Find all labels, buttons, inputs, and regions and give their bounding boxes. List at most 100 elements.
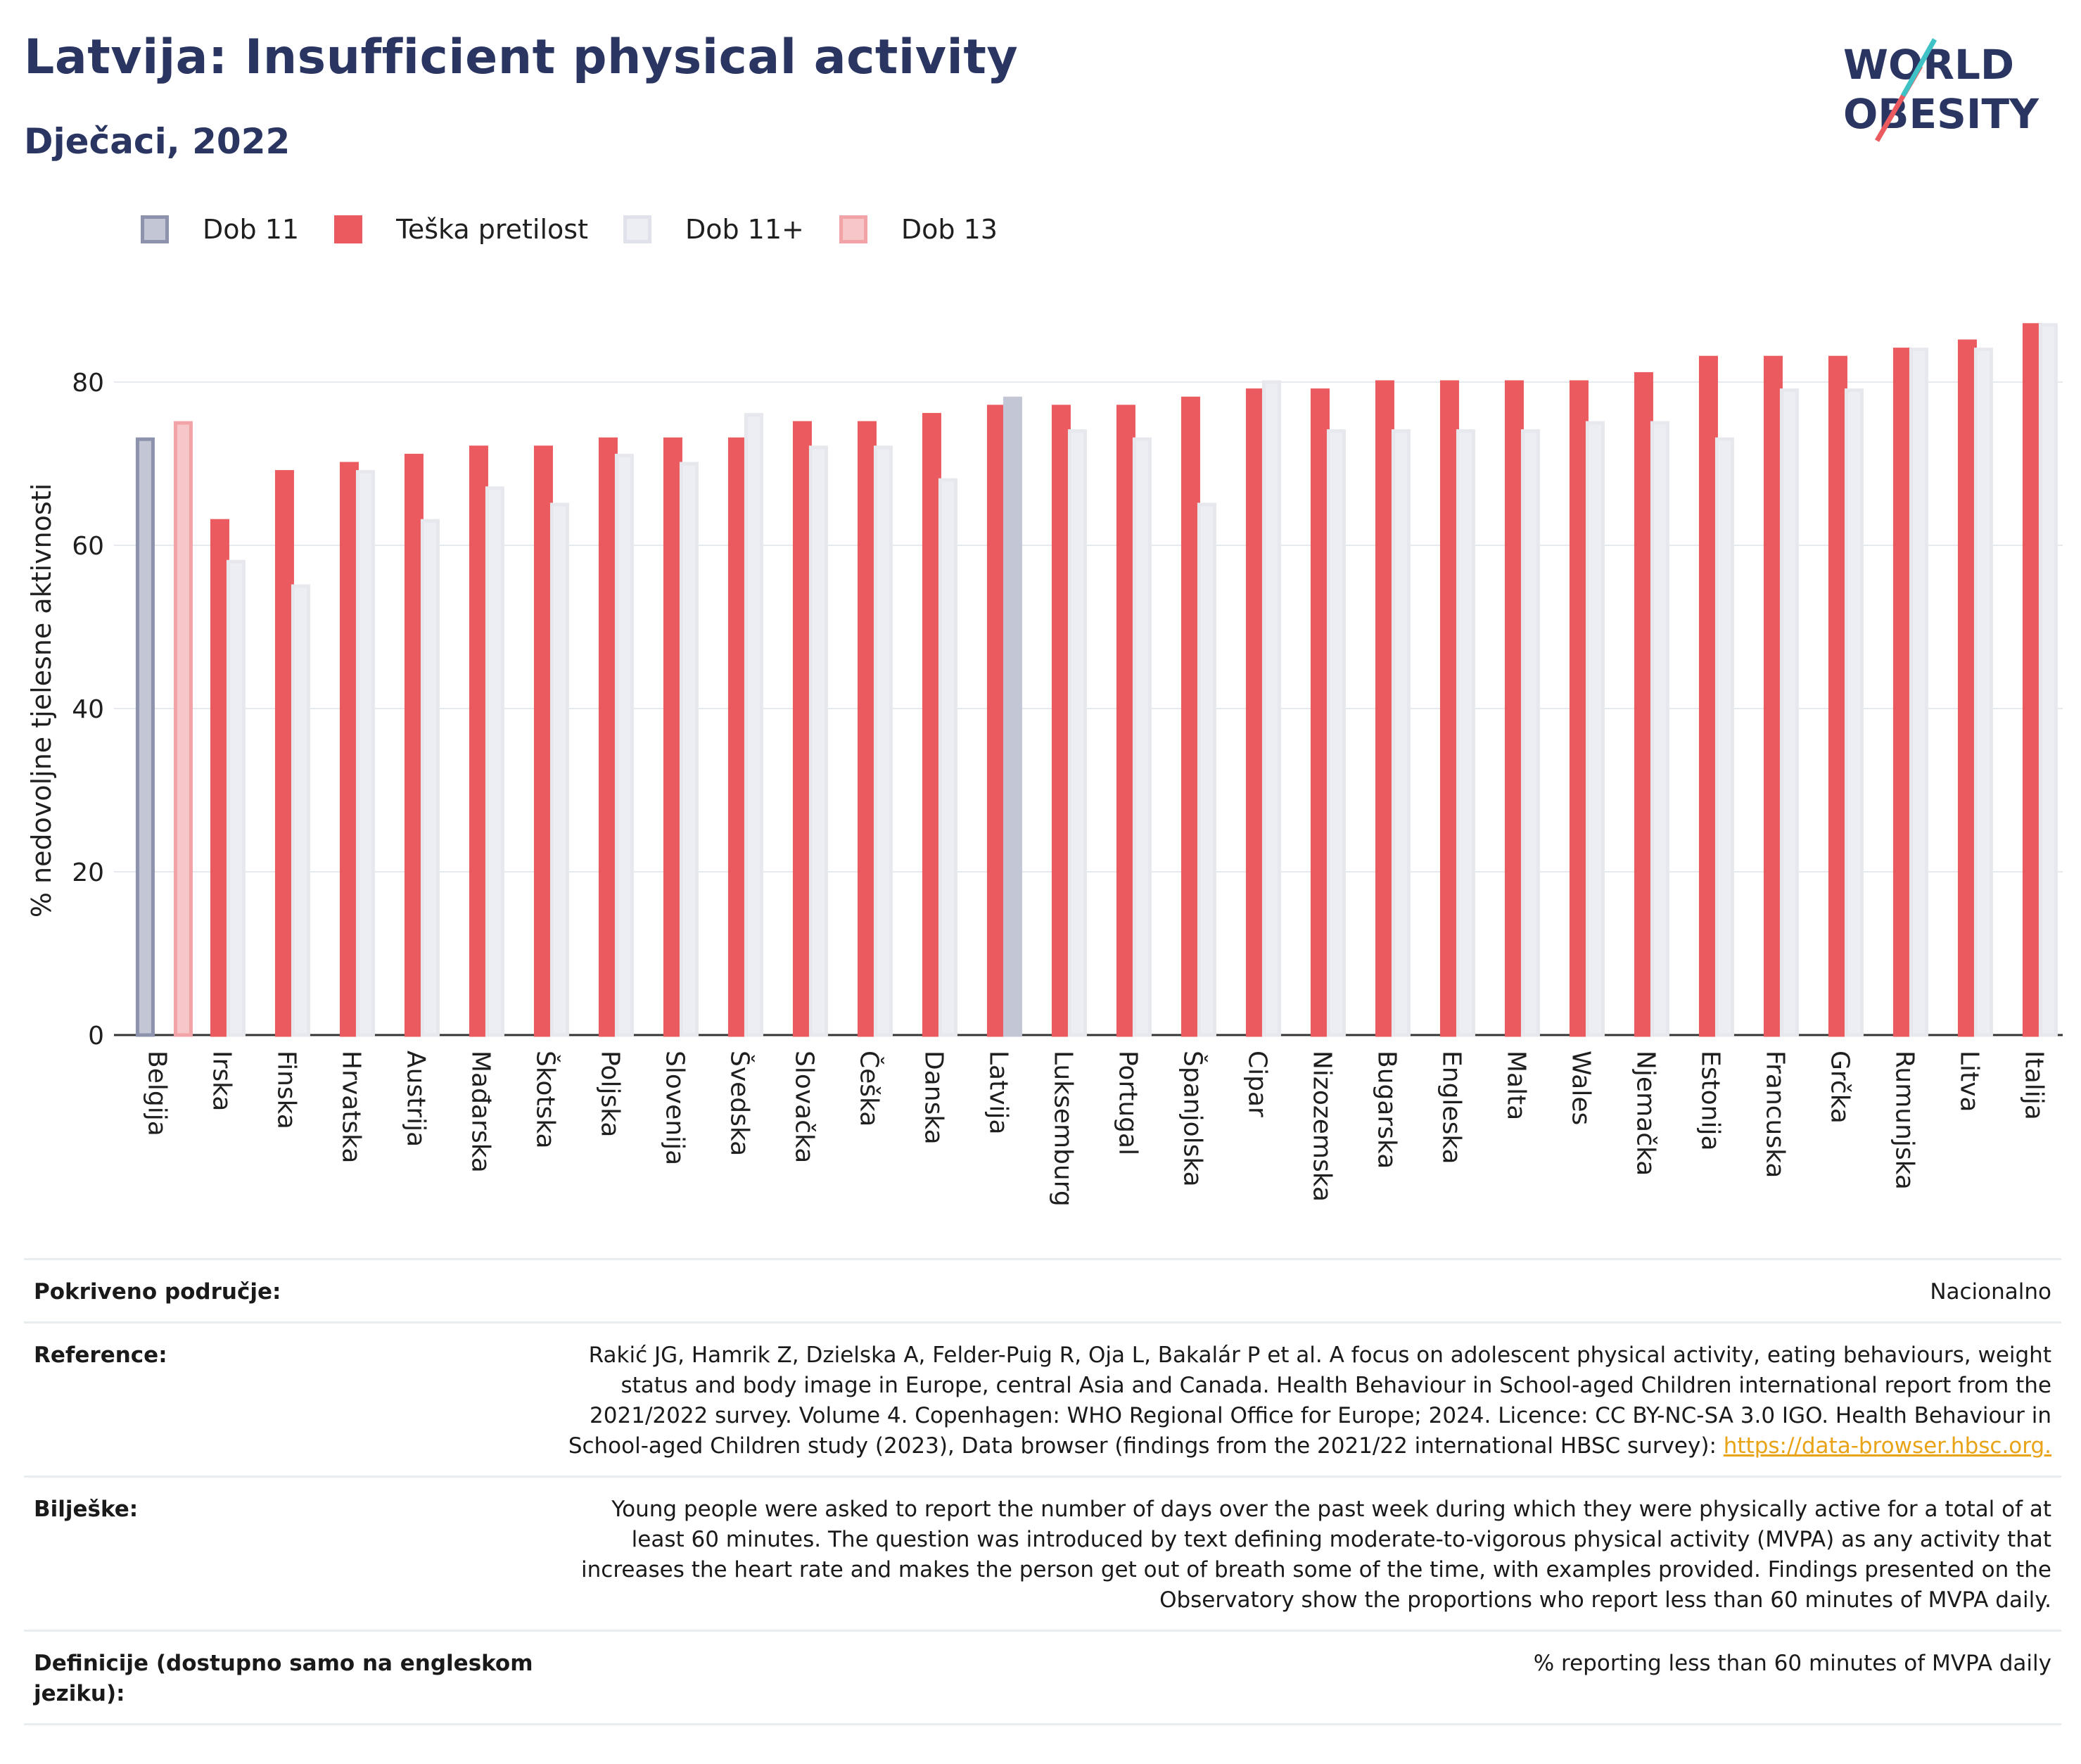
bar-dob-11-plus	[485, 486, 504, 1037]
x-tick-label: Rumunjska	[1890, 1051, 1918, 1190]
legend-item-teska-pretilost[interactable]: Teška pretilost	[334, 214, 588, 245]
bar-dob-11-plus	[1261, 380, 1281, 1037]
bar-dob-11-plus	[1714, 437, 1734, 1037]
x-tick-label: Wales	[1566, 1051, 1595, 1125]
legend-item-dob-13[interactable]: Dob 13	[839, 214, 998, 245]
bar-teska-pretilost	[986, 405, 1006, 1037]
bar-teska-pretilost	[663, 437, 682, 1037]
bar-teska-pretilost	[1180, 396, 1200, 1037]
info-table: Pokriveno područje: Nacionalno Reference…	[24, 1258, 2061, 1725]
bar-dob-11-plus	[1326, 429, 1346, 1037]
bar-dob-11-plus	[1779, 388, 1799, 1037]
x-tick-label: Češka	[854, 1051, 884, 1127]
bar-teska-pretilost	[1763, 355, 1783, 1037]
x-tick-label: Poljska	[595, 1051, 624, 1138]
reference-link[interactable]: https://data-browser.hbsc.org.	[1723, 1433, 2051, 1459]
bar-dob-11-plus	[744, 412, 763, 1037]
bar-dob-11-plus	[1197, 502, 1216, 1037]
bar-dob-11-plus	[1585, 421, 1605, 1037]
legend-swatch	[623, 215, 651, 243]
x-tick-label: Latvija	[984, 1051, 1012, 1135]
bar-teska-pretilost	[922, 412, 941, 1037]
bar-dob-11-plus	[938, 478, 957, 1037]
info-value: Rakić JG, Hamrik Z, Dzielska A, Felder-P…	[553, 1340, 2051, 1461]
page-title: Latvija: Insufficient physical activity	[24, 30, 1019, 85]
x-tick-label: Švedska	[725, 1051, 754, 1156]
bar-teska-pretilost	[274, 470, 294, 1037]
bar-teska-pretilost	[857, 421, 877, 1037]
bar-dob-11-plus	[679, 462, 699, 1037]
info-value: Nacionalno	[1930, 1279, 2051, 1305]
bar-dob-11-plus	[1456, 429, 1475, 1037]
bar-dob-11-plus	[549, 502, 569, 1037]
info-label: Pokriveno područje:	[34, 1279, 281, 1305]
bar-dob-11-plus	[291, 584, 310, 1037]
bar-teska-pretilost	[598, 437, 618, 1037]
bar-dob-11-plus	[1132, 437, 1152, 1037]
info-label: Reference:	[34, 1343, 167, 1368]
legend-swatch	[141, 215, 169, 243]
bar-teska-pretilost	[2022, 323, 2042, 1037]
bar-teska-pretilost	[1892, 348, 1912, 1037]
info-row-reference: Reference: Rakić JG, Hamrik Z, Dzielska …	[24, 1321, 2061, 1476]
x-tick-label: Austrija	[401, 1051, 430, 1147]
y-tick-label: 0	[88, 1022, 104, 1051]
x-tick-label: Luksemburg	[1048, 1051, 1077, 1207]
bar-dob-13	[173, 421, 193, 1037]
bar-teska-pretilost	[1051, 405, 1071, 1037]
bar-dob-11-plus	[355, 470, 375, 1037]
bar-teska-pretilost	[1957, 339, 1977, 1037]
bar-dob-11-plus	[1391, 429, 1411, 1037]
x-tick-label: Bugarska	[1372, 1051, 1401, 1169]
bar-teska-pretilost	[210, 519, 229, 1037]
legend-label: Dob 13	[901, 214, 998, 245]
info-row-notes: Bilješke: Young people were asked to rep…	[24, 1476, 2061, 1630]
x-tick-label: Slovačka	[789, 1051, 818, 1163]
legend-item-dob-11[interactable]: Dob 11	[141, 214, 299, 245]
bar-teska-pretilost	[1569, 380, 1589, 1037]
info-label: Bilješke:	[34, 1497, 139, 1522]
bar-teska-pretilost	[533, 445, 553, 1037]
bar-dob-11-plus	[1844, 388, 1864, 1037]
bar-teska-pretilost	[1828, 355, 1847, 1037]
bar-dob-11-plus	[614, 453, 634, 1037]
legend-label: Dob 11+	[685, 214, 804, 245]
x-tick-label: Portugal	[1113, 1051, 1142, 1155]
page-subtitle: Dječaci, 2022	[24, 121, 291, 162]
x-tick-label: Belgija	[142, 1051, 171, 1136]
x-tick-label: Malta	[1501, 1051, 1530, 1120]
info-value: Young people were asked to report the nu…	[581, 1497, 2051, 1613]
y-axis-label: % nedovoljne tjelesne aktivnosti	[26, 483, 57, 918]
info-value: % reporting less than 60 minutes of MVPA…	[1533, 1651, 2051, 1676]
x-tick-label: Estonija	[1695, 1051, 1724, 1151]
chart-legend: Dob 11 Teška pretilost Dob 11+ Dob 13	[141, 208, 1033, 250]
legend-swatch	[839, 215, 867, 243]
bar-teska-pretilost	[339, 462, 359, 1037]
bar-dob-11-plus	[1003, 396, 1022, 1037]
y-tick-label: 80	[72, 369, 104, 398]
legend-swatch	[334, 215, 363, 243]
x-tick-label: Hrvatska	[336, 1051, 365, 1163]
bar-dob-11-plus	[420, 519, 440, 1037]
bar-dob-11-plus	[1067, 429, 1087, 1037]
logo-slash-teal	[1900, 38, 1937, 97]
bar-teska-pretilost	[1504, 380, 1524, 1037]
x-tick-label: Italija	[2019, 1051, 2048, 1120]
x-tick-label: Slovenija	[660, 1051, 689, 1165]
x-tick-label: Nizozemska	[1307, 1051, 1336, 1202]
y-tick-label: 20	[72, 858, 104, 887]
info-label: Definicije (dostupno samo na engleskom j…	[34, 1651, 533, 1706]
world-obesity-logo: WORLD OBESITY	[1843, 38, 2039, 142]
bar-dob-11-plus	[1909, 348, 1928, 1037]
x-tick-label: Litva	[1954, 1051, 1983, 1112]
bar-dob-11-plus	[873, 445, 893, 1037]
x-tick-label: Finska	[272, 1051, 300, 1129]
bar-dob-11	[135, 437, 155, 1037]
bar-teska-pretilost	[1310, 388, 1330, 1037]
x-tick-label: Engleska	[1437, 1051, 1465, 1165]
bar-dob-11-plus	[2038, 323, 2058, 1037]
x-tick-label: Danska	[919, 1051, 948, 1145]
bar-teska-pretilost	[1439, 380, 1459, 1037]
x-tick-label: Cipar	[1242, 1051, 1271, 1117]
legend-item-dob-11-plus[interactable]: Dob 11+	[623, 214, 804, 245]
